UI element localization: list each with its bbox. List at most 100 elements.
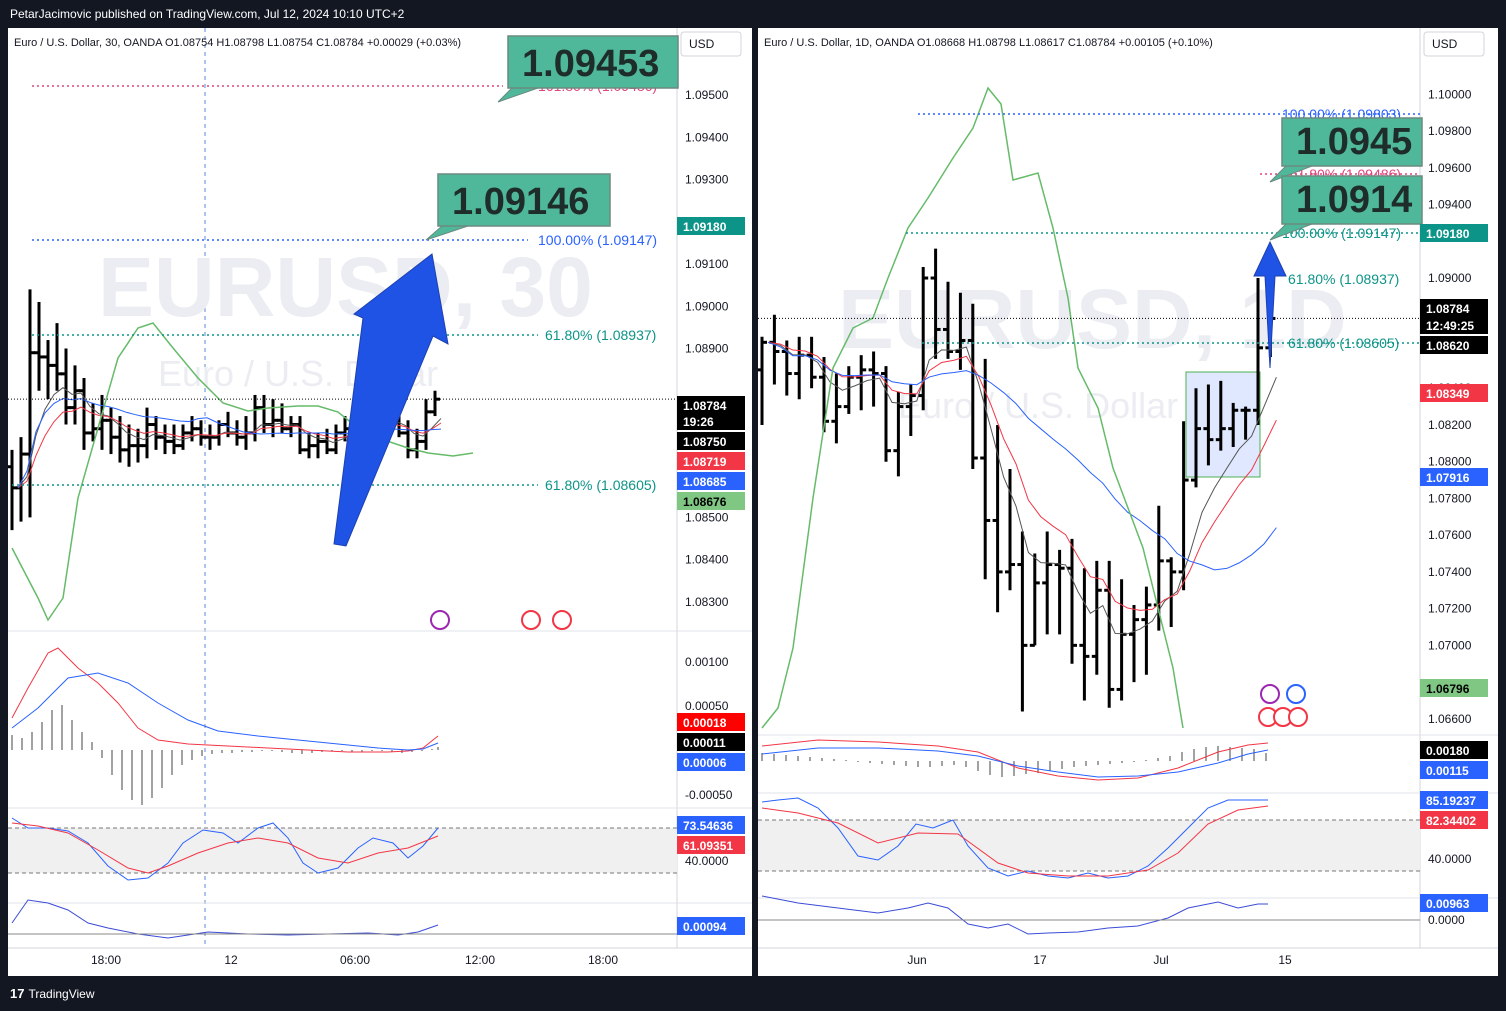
indicator-tick-label: 0.00050 (685, 699, 729, 713)
price-badge (1420, 811, 1488, 829)
chart-panel-30m[interactable]: EURUSD, 30 Euro / U.S. Dollar Euro / U.S. … (7, 28, 752, 976)
tradingview-logo-text: TradingView (28, 987, 95, 1001)
time-tick-label: 18:00 (91, 953, 121, 967)
chart-panel-1d[interactable]: EURUSD, 1D Euro / U.S. Dollar Euro / U.S. … (757, 28, 1498, 976)
ohlc-legend: Euro / U.S. Dollar, 30, OANDA O1.08754 H… (14, 37, 461, 49)
price-tick-label: 1.09000 (1428, 271, 1472, 285)
price-badge (1420, 468, 1488, 486)
price-badge-text: 1.07916 (1426, 471, 1470, 485)
price-badge (677, 472, 745, 490)
price-badge-text: 1.08349 (1426, 387, 1470, 401)
price-tick-label: 1.07200 (1428, 602, 1472, 616)
trend-arrow (1253, 240, 1287, 369)
price-badge (677, 917, 745, 935)
rsi-signal-line (11, 822, 439, 874)
price-badge-text: 0.00018 (683, 716, 727, 730)
price-badge (677, 713, 745, 731)
price-badge (1420, 299, 1488, 317)
time-tick-label: Jun (907, 953, 926, 967)
price-callout-text: 1.0945 (1296, 121, 1412, 163)
price-tick-label: 1.08200 (1428, 418, 1472, 432)
fib-level-label: 61.80% (1.08937) (545, 327, 656, 343)
price-badge (1420, 224, 1488, 242)
bottom-oscillator-line (761, 895, 1268, 935)
macd-line (11, 672, 439, 751)
price-badge-text: 1.08784 (683, 399, 727, 413)
rsi-line (11, 817, 439, 881)
price-badge (677, 452, 745, 470)
price-callout-box (1281, 117, 1423, 167)
price-tick-label: 1.09000 (685, 299, 729, 313)
frame-left (0, 28, 8, 976)
indicator-tick-label: 40.0000 (1428, 852, 1472, 866)
price-callout-text: 1.09146 (452, 181, 589, 223)
price-badge-text: 1.08676 (683, 495, 727, 509)
price-callout-box (507, 35, 679, 89)
time-tick-label: 06:00 (340, 953, 370, 967)
price-tick-label: 1.09400 (685, 130, 729, 144)
macd-line (761, 747, 1269, 778)
price-tick-label: 1.06600 (1428, 712, 1472, 726)
price-badge-text: 73.54636 (683, 819, 733, 833)
price-badge (677, 432, 745, 450)
price-badge (1420, 336, 1488, 354)
price-badge (1420, 894, 1488, 912)
event-flag-icon (552, 610, 572, 630)
price-badge-text: 0.00011 (683, 736, 726, 750)
event-flag-icon (521, 610, 541, 630)
price-badge-text: 1.09180 (1426, 227, 1470, 241)
price-tick-label: 1.08000 (1428, 455, 1472, 469)
price-badge (677, 217, 745, 235)
price-badge (1420, 384, 1488, 402)
price-tick-label: 1.07800 (1428, 491, 1472, 505)
price-tick-label: 1.08500 (685, 510, 729, 524)
price-badge (677, 836, 745, 854)
green-oscillator-line (11, 322, 474, 622)
tradingview-logo: 17 TradingView (10, 986, 95, 1001)
price-tick-label: 1.07400 (1428, 565, 1472, 579)
price-tick-label: 1.08900 (685, 342, 729, 356)
price-callout-box (437, 173, 611, 227)
watermark-symbol: EURUSD, 30 (98, 240, 593, 334)
price-badge (677, 396, 745, 414)
fib-level-label: 100.00% (1.09147) (1282, 225, 1401, 241)
price-badge (1420, 761, 1488, 779)
fib-level-label: 61.80% (1.08605) (545, 477, 656, 493)
price-badge (677, 753, 745, 771)
ema-mid-line (767, 341, 1277, 611)
time-tick-label: 18:00 (588, 953, 618, 967)
currency-button (680, 31, 742, 57)
event-flag-icon (430, 610, 450, 630)
price-callout-box (1281, 175, 1423, 225)
price-tick-label: 1.09100 (685, 257, 729, 271)
price-badge-text: 1.09180 (683, 220, 727, 234)
price-badge-text: 82.34402 (1426, 814, 1476, 828)
sma-slow-line (767, 341, 1277, 571)
ema-fast-line (767, 341, 1277, 635)
ohlc-legend: Euro / U.S. Dollar, 1D, OANDA O1.08668 H… (764, 37, 1213, 49)
event-flag-icon (1286, 684, 1306, 704)
price-badge (1420, 791, 1488, 809)
currency-label: USD (1432, 37, 1458, 51)
price-badge-text: 0.00180 (1426, 744, 1470, 758)
price-tick-label: 1.09400 (1428, 198, 1472, 212)
price-badge-text: 0.00963 (1426, 897, 1470, 911)
price-tick-label: 1.10000 (1428, 87, 1472, 101)
price-badge-text: 0.00006 (683, 756, 727, 770)
price-tick-label: 1.09800 (1428, 124, 1472, 138)
event-flag-icon (1288, 707, 1308, 727)
rsi-band (758, 820, 1420, 871)
rsi-signal-line (761, 805, 1269, 877)
price-badge-text: 1.08750 (683, 435, 727, 449)
price-tick-label: 1.09300 (685, 173, 729, 187)
price-badge-text: 12:49:25 (1426, 319, 1474, 333)
indicator-tick-label: 40.0000 (685, 854, 729, 868)
price-tick-label: 1.08400 (685, 553, 729, 567)
event-flag-icon (1260, 684, 1280, 704)
price-tick-label: 1.07000 (1428, 638, 1472, 652)
price-badge-text: 61.09351 (683, 839, 733, 853)
price-tick-label: 1.09600 (1428, 161, 1472, 175)
callout-pointer (497, 87, 539, 103)
